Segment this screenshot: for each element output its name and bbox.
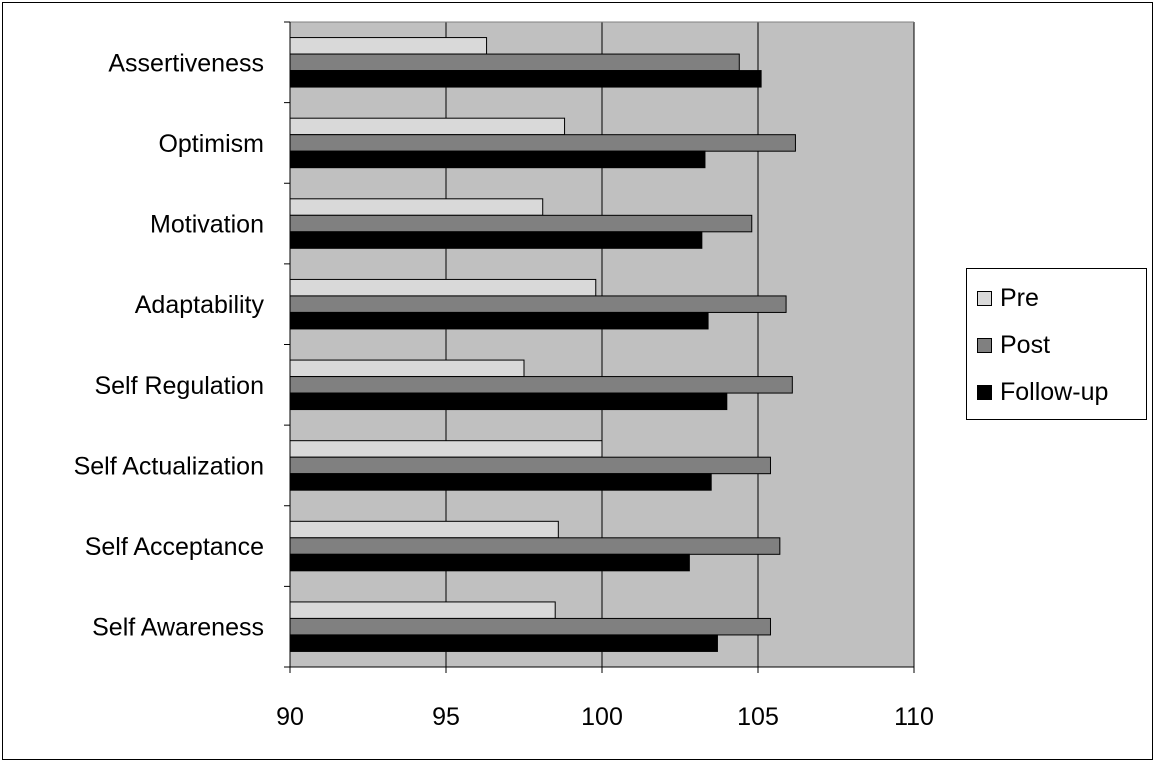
bar-follow-up-self-acceptance <box>289 553 690 572</box>
legend-swatch-pre <box>977 290 992 306</box>
bar-pre-self-acceptance <box>289 520 559 539</box>
bar-post-self-awareness <box>289 617 771 636</box>
category-label-adaptability: Adaptability <box>135 291 265 319</box>
category-label-optimism: Optimism <box>158 130 264 158</box>
x-tick-label-95: 95 <box>432 703 460 731</box>
bar-post-optimism <box>289 134 796 152</box>
bar-post-motivation <box>289 214 753 233</box>
bar-pre-optimism <box>289 117 566 136</box>
x-tick-label-105: 105 <box>737 703 779 731</box>
bar-post-assertiveness <box>289 53 740 72</box>
x-tick-label-110: 110 <box>894 703 934 731</box>
legend-label-post: Post <box>1000 330 1051 359</box>
legend-label-follow-up: Follow-up <box>1000 377 1109 406</box>
category-label-self-regulation: Self Regulation <box>94 372 264 400</box>
legend-swatch-post <box>977 337 992 353</box>
bar-pre-self-actualization <box>289 440 603 458</box>
category-label-assertiveness: Assertiveness <box>108 49 264 77</box>
bar-pre-assertiveness <box>289 37 488 55</box>
category-label-self-actualization: Self Actualization <box>74 452 264 480</box>
bar-pre-adaptability <box>289 278 597 297</box>
bar-follow-up-self-actualization <box>289 473 712 491</box>
bar-post-self-regulation <box>289 376 793 394</box>
x-tick-label-90: 90 <box>276 703 304 731</box>
bar-follow-up-optimism <box>289 150 706 169</box>
bar-post-adaptability <box>289 295 787 313</box>
bar-follow-up-motivation <box>289 231 703 249</box>
legend: Pre Post Follow-up <box>966 268 1147 420</box>
legend-item-follow-up: Follow-up <box>977 377 1108 407</box>
legend-item-pre: Pre <box>977 283 1039 313</box>
bar-follow-up-self-awareness <box>289 634 718 652</box>
bar-follow-up-adaptability <box>289 311 709 330</box>
legend-item-post: Post <box>977 330 1050 360</box>
category-label-self-awareness: Self Awareness <box>92 614 264 642</box>
bar-post-self-acceptance <box>289 537 781 555</box>
legend-swatch-follow-up <box>977 384 992 400</box>
bar-post-self-actualization <box>289 456 771 475</box>
bar-pre-self-regulation <box>289 359 525 378</box>
bar-follow-up-assertiveness <box>289 70 762 88</box>
category-label-self-acceptance: Self Acceptance <box>85 533 264 561</box>
bar-pre-motivation <box>289 198 544 216</box>
category-label-motivation: Motivation <box>150 211 264 239</box>
bar-follow-up-self-regulation <box>289 392 728 411</box>
x-tick-label-100: 100 <box>581 703 623 731</box>
legend-label-pre: Pre <box>1000 283 1039 312</box>
bar-pre-self-awareness <box>289 601 556 619</box>
